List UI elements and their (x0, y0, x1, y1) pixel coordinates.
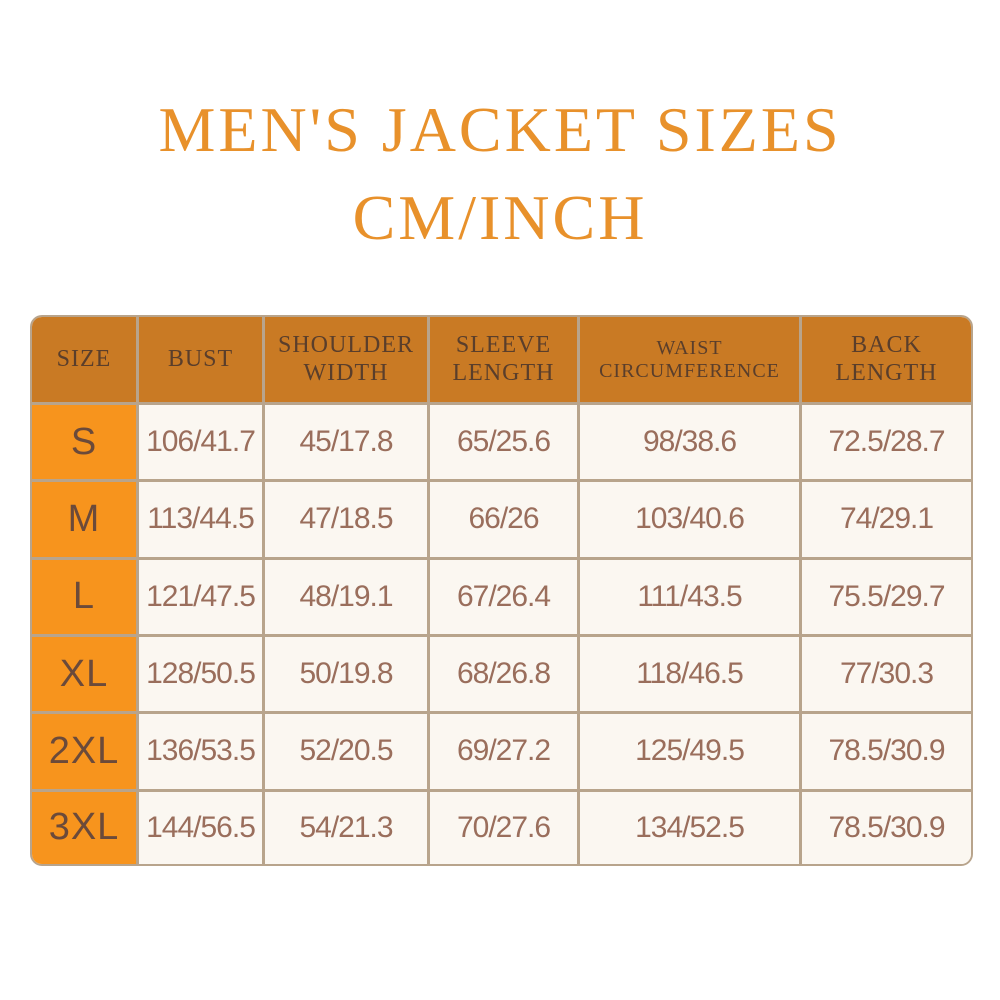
cell-shoulder-width: 50/19.8 (265, 636, 430, 715)
chart-title: MEN'S JACKET SIZES (158, 94, 842, 165)
cell-size: XL (32, 636, 139, 715)
cell-back-length: 74/29.1 (802, 482, 971, 560)
cell-shoulder-width: 48/19.1 (265, 559, 430, 637)
cell-waist-circumference: 125/49.5 (580, 714, 802, 792)
size-table: SIZE BUST SHOULDER WIDTH SLEEVE LENGTH W… (30, 315, 973, 866)
cell-size: 3XL (32, 791, 139, 864)
table-row: L 121/47.5 48/19.1 67/26.4 111/43.5 75.5/29.7 (32, 559, 971, 637)
cell-back-length: 75.5/29.7 (802, 559, 971, 637)
cell-sleeve-length: 68/26.8 (430, 636, 580, 715)
cell-back-length: 77/30.3 (802, 636, 971, 715)
cell-size: 2XL (32, 714, 139, 792)
header-row: SIZE BUST SHOULDER WIDTH SLEEVE LENGTH W… (32, 317, 971, 405)
cell-waist-circumference: 103/40.6 (580, 482, 802, 560)
cell-shoulder-width: 45/17.8 (265, 405, 430, 483)
table-row: 3XL 144/56.5 54/21.3 70/27.6 134/52.5 78.5/30… (32, 791, 971, 864)
cell-waist-circumference: 98/38.6 (580, 405, 802, 483)
cell-waist-circumference: 118/46.5 (580, 636, 802, 715)
table-row: M 113/44.5 47/18.5 66/26 103/40.6 74/29.1 (32, 482, 971, 560)
cell-back-length: 72.5/28.7 (802, 405, 971, 483)
header-bust: BUST (139, 317, 265, 405)
cell-sleeve-length: 66/26 (430, 482, 580, 560)
cell-size: M (32, 482, 139, 560)
cell-sleeve-length: 67/26.4 (430, 559, 580, 637)
table-row: 2XL 136/53.5 52/20.5 69/27.2 125/49.5 78.5/30… (32, 714, 971, 792)
cell-back-length: 78.5/30.9 (802, 791, 971, 864)
cell-shoulder-width: 47/18.5 (265, 482, 430, 560)
table-row: XL 128/50.5 50/19.8 68/26.8 118/46.5 77/30.3 (32, 636, 971, 715)
cell-sleeve-length: 65/25.6 (430, 405, 580, 483)
cell-size: L (32, 559, 139, 637)
header-shoulder-width: SHOULDER WIDTH (265, 317, 430, 405)
cell-size: S (32, 405, 139, 483)
cell-bust: 106/41.7 (139, 405, 265, 483)
cell-bust: 144/56.5 (139, 791, 265, 864)
header-size: SIZE (32, 317, 139, 405)
header-sleeve-length: SLEEVE LENGTH (430, 317, 580, 405)
header-back-length: BACK LENGTH (802, 317, 971, 405)
chart-subtitle-units: CM/INCH (352, 182, 648, 253)
cell-bust: 136/53.5 (139, 714, 265, 792)
cell-waist-circumference: 134/52.5 (580, 791, 802, 864)
cell-shoulder-width: 52/20.5 (265, 714, 430, 792)
cell-bust: 113/44.5 (139, 482, 265, 560)
cell-sleeve-length: 70/27.6 (430, 791, 580, 864)
cell-waist-circumference: 111/43.5 (580, 559, 802, 637)
table-row: S 106/41.7 45/17.8 65/25.6 98/38.6 72.5/28.7 (32, 405, 971, 483)
cell-bust: 121/47.5 (139, 559, 265, 637)
cell-back-length: 78.5/30.9 (802, 714, 971, 792)
cell-shoulder-width: 54/21.3 (265, 791, 430, 864)
cell-sleeve-length: 69/27.2 (430, 714, 580, 792)
header-waist-circumference: WAIST CIRCUMFERENCE (580, 317, 802, 405)
cell-bust: 128/50.5 (139, 636, 265, 715)
